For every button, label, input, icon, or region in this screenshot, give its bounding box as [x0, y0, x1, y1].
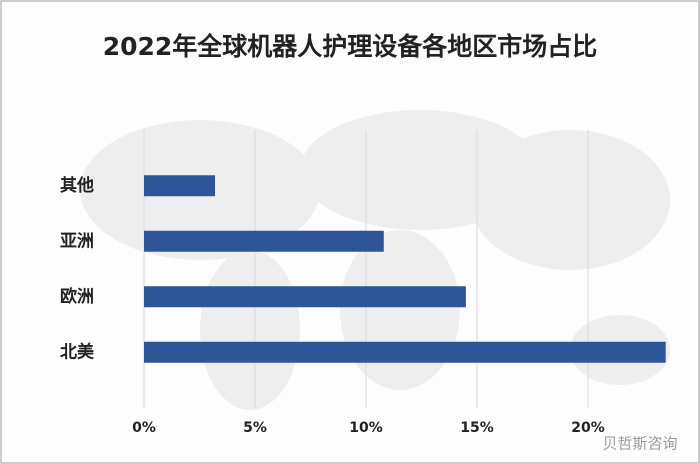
y-tick-label: 其他 [60, 175, 94, 196]
x-tick-label: 20% [571, 420, 605, 436]
bar [144, 175, 216, 197]
bar [144, 341, 666, 363]
x-tick-label: 15% [460, 420, 494, 436]
chart-title: 2022年全球机器人护理设备各地区市场占比 [103, 32, 598, 61]
bar [144, 286, 466, 308]
watermark: 贝哲斯咨询 [602, 435, 677, 453]
y-tick-label: 北美 [60, 341, 95, 362]
bar [144, 230, 384, 252]
x-tick-label: 0% [132, 420, 156, 436]
x-tick-label: 5% [243, 420, 267, 436]
y-tick-label: 亚洲 [60, 231, 94, 251]
x-tick-label: 10% [349, 420, 383, 436]
y-tick-label: 欧洲 [60, 286, 94, 307]
